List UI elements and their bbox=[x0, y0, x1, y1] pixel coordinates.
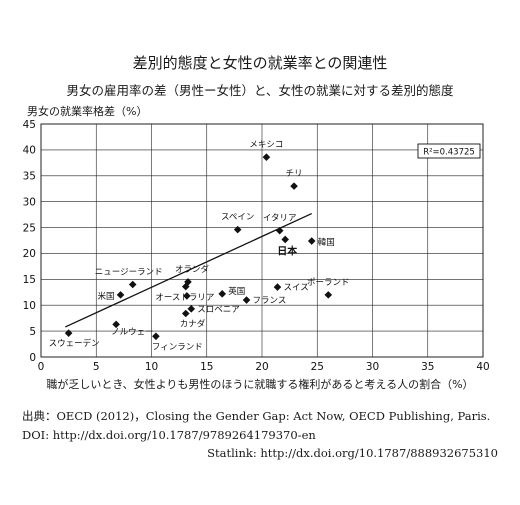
data-point bbox=[324, 291, 333, 299]
source-citation: 出典：OECD (2012)，Closing the Gender Gap: A… bbox=[22, 409, 491, 423]
point-label: 韓国 bbox=[318, 237, 335, 248]
y-axis-label: 男女の就業率格差（%） bbox=[27, 105, 148, 118]
data-point bbox=[152, 332, 160, 341]
data-point bbox=[290, 182, 298, 190]
data-point bbox=[116, 291, 125, 299]
data-point bbox=[307, 237, 316, 245]
grid-lines bbox=[41, 124, 483, 357]
point-label: ノルウェー bbox=[111, 327, 154, 337]
point-label: フランス bbox=[253, 296, 287, 306]
y-tick-label: 30 bbox=[23, 196, 36, 208]
x-tick-label: 30 bbox=[366, 361, 379, 373]
x-tick-label: 15 bbox=[200, 361, 213, 373]
data-point bbox=[275, 226, 284, 235]
x-tick-label: 40 bbox=[476, 361, 489, 373]
point-label: スウェーデン bbox=[49, 338, 100, 349]
point-label: スイス bbox=[283, 283, 308, 293]
y-tick-label: 0 bbox=[29, 352, 36, 364]
data-point bbox=[262, 153, 271, 161]
data-point bbox=[187, 305, 196, 313]
data-point bbox=[112, 320, 120, 329]
y-tick-label: 20 bbox=[23, 248, 36, 260]
x-tick-label: 20 bbox=[255, 361, 268, 373]
point-label: 英国 bbox=[228, 286, 245, 297]
point-label: 日本 bbox=[277, 244, 298, 257]
x-tick-label: 0 bbox=[38, 361, 45, 373]
point-label: スロベニア bbox=[197, 305, 240, 315]
source-statlink: Statlink: http://dx.doi.org/10.1787/8889… bbox=[207, 446, 498, 460]
x-tick-label: 10 bbox=[145, 361, 158, 373]
x-tick-label: 5 bbox=[93, 361, 100, 373]
y-tick-label: 15 bbox=[23, 274, 36, 286]
source-doi: DOI: http://dx.doi.org/10.1787/978926417… bbox=[22, 428, 316, 442]
data-point bbox=[233, 225, 242, 234]
data-point bbox=[64, 329, 73, 337]
data-point bbox=[181, 309, 190, 318]
tick-labels: 0 5 10 15 20 25 30 35 40 0 5 10 15 20 25 30 35 40 45 bbox=[23, 119, 490, 373]
data-point bbox=[181, 282, 190, 291]
point-label: カナダ bbox=[180, 319, 206, 330]
point-label: フィンランド bbox=[152, 342, 203, 352]
data-point bbox=[242, 296, 251, 304]
data-point bbox=[128, 280, 137, 289]
y-tick-label: 45 bbox=[23, 119, 36, 131]
plot-frame bbox=[40, 123, 484, 358]
point-label: イタリア bbox=[263, 214, 297, 224]
x-axis-label: 職が乏しいとき、女性よりも男性のほうに就職する権利があると考える人の割合（%） bbox=[46, 378, 474, 391]
y-tick-label: 10 bbox=[23, 300, 36, 312]
point-label: 米国 bbox=[98, 291, 115, 302]
chart-subtitle: 男女の雇用率の差（男性ー女性）と、女性の就業に対する差別的態度 bbox=[66, 83, 454, 98]
r2-label: R²=0.43725 bbox=[423, 148, 475, 158]
y-tick-label: 5 bbox=[29, 326, 36, 338]
point-label: メキシコ bbox=[249, 140, 283, 150]
chart-title: 差別的態度と女性の就業率との関連性 bbox=[132, 54, 388, 72]
point-label: オランダ bbox=[175, 264, 210, 275]
x-tick-label: 25 bbox=[311, 361, 324, 373]
y-tick-label: 35 bbox=[23, 171, 36, 183]
data-point bbox=[273, 283, 282, 291]
data-point bbox=[184, 278, 192, 286]
y-tick-label: 25 bbox=[23, 222, 36, 234]
point-label: ニュージーランド bbox=[95, 268, 163, 278]
trend-line bbox=[65, 212, 312, 328]
x-tick-label: 35 bbox=[421, 361, 434, 373]
y-tick-label: 40 bbox=[23, 145, 36, 157]
point-label: スペイン bbox=[221, 213, 254, 223]
r2-box: R²=0.43725 bbox=[417, 143, 481, 159]
point-label: オーストラリア bbox=[155, 293, 214, 303]
data-point bbox=[281, 235, 290, 244]
point-label: チリ bbox=[286, 169, 303, 179]
point-label: ポーランド bbox=[307, 278, 350, 288]
data-point bbox=[183, 292, 191, 300]
data-point bbox=[218, 290, 227, 298]
